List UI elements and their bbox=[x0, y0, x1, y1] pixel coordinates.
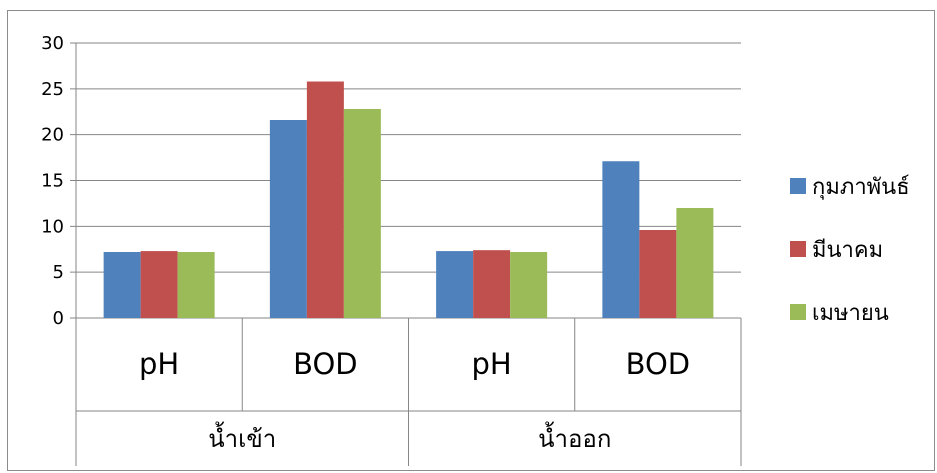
bar bbox=[177, 252, 215, 318]
bar bbox=[269, 120, 307, 318]
bar bbox=[676, 208, 714, 318]
y-tick-label: 15 bbox=[41, 171, 64, 192]
bar bbox=[343, 109, 381, 318]
bar bbox=[639, 230, 677, 318]
y-tick-label: 5 bbox=[53, 262, 64, 283]
group-label: น้ำออก bbox=[538, 421, 611, 453]
category-label: BOD bbox=[293, 347, 358, 381]
bar bbox=[510, 252, 548, 318]
legend-label: กุมภาพันธ์ bbox=[812, 175, 910, 200]
y-tick-label: 25 bbox=[41, 79, 64, 100]
y-tick-label: 10 bbox=[41, 216, 64, 237]
y-tick-label: 0 bbox=[53, 308, 64, 329]
legend-label: เมษายน bbox=[812, 301, 889, 326]
bar bbox=[306, 81, 344, 318]
chart-frame bbox=[7, 10, 935, 471]
legend-swatch bbox=[790, 241, 806, 257]
category-label: pH bbox=[472, 347, 512, 381]
legend-swatch bbox=[790, 304, 806, 320]
bar bbox=[103, 252, 141, 318]
group-label: น้ำเข้า bbox=[208, 421, 276, 453]
bar bbox=[473, 250, 511, 318]
category-label: BOD bbox=[626, 347, 691, 381]
category-label: pH bbox=[139, 347, 179, 381]
bar bbox=[436, 251, 474, 318]
y-tick-label: 20 bbox=[41, 125, 64, 146]
y-tick-label: 30 bbox=[41, 33, 64, 54]
bar bbox=[602, 161, 640, 318]
legend-swatch bbox=[790, 178, 806, 194]
bar bbox=[140, 251, 178, 318]
legend-label: มีนาคม bbox=[812, 238, 883, 263]
